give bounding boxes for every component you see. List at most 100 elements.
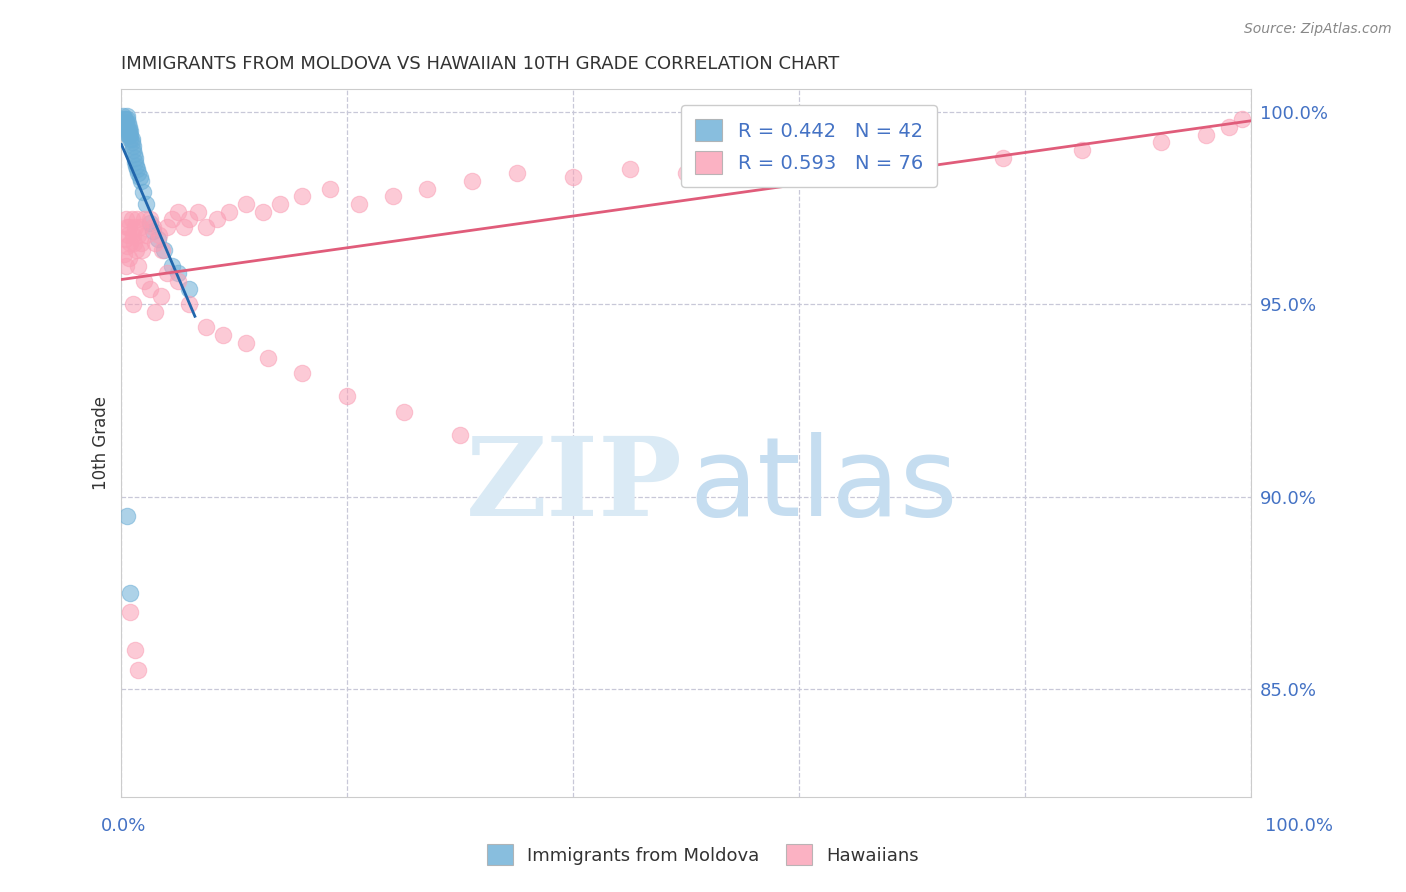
Point xyxy=(125,244,148,258)
Point xyxy=(111,109,134,123)
Point xyxy=(115,212,138,227)
Point xyxy=(120,131,142,145)
Point xyxy=(114,112,136,127)
Point xyxy=(121,136,143,150)
Point xyxy=(252,204,274,219)
Point xyxy=(117,227,139,242)
Point xyxy=(115,112,138,127)
Point xyxy=(127,162,149,177)
Point xyxy=(117,124,139,138)
Point xyxy=(212,327,235,342)
Point xyxy=(619,162,641,177)
Point xyxy=(112,116,135,130)
Point xyxy=(112,112,135,127)
Point xyxy=(118,251,141,265)
Point xyxy=(162,259,184,273)
Point xyxy=(195,320,218,334)
Point xyxy=(901,159,924,173)
Point xyxy=(392,405,415,419)
Point xyxy=(124,151,146,165)
Point xyxy=(121,143,143,157)
Point xyxy=(115,120,138,134)
Point xyxy=(143,305,166,319)
Point xyxy=(115,259,138,273)
Point xyxy=(121,297,143,311)
Point xyxy=(179,282,201,296)
Point xyxy=(167,266,190,280)
Point xyxy=(506,166,529,180)
Text: ZIP: ZIP xyxy=(467,432,683,539)
Point xyxy=(124,643,146,657)
Point xyxy=(1218,120,1240,134)
Point xyxy=(118,220,141,235)
Point xyxy=(415,181,437,195)
Point xyxy=(257,351,280,365)
Point xyxy=(129,174,152,188)
Point xyxy=(131,244,153,258)
Point xyxy=(195,220,218,235)
Point xyxy=(143,235,166,250)
Y-axis label: 10th Grade: 10th Grade xyxy=(93,396,110,490)
Point xyxy=(235,335,257,350)
Point xyxy=(127,212,149,227)
Point xyxy=(132,274,155,288)
Point xyxy=(1150,136,1173,150)
Point xyxy=(128,220,150,235)
Point xyxy=(120,124,142,138)
Point xyxy=(115,120,138,134)
Point xyxy=(146,232,169,246)
Point xyxy=(336,389,359,403)
Text: IMMIGRANTS FROM MOLDOVA VS HAWAIIAN 10TH GRADE CORRELATION CHART: IMMIGRANTS FROM MOLDOVA VS HAWAIIAN 10TH… xyxy=(121,55,839,73)
Point xyxy=(117,116,139,130)
Text: 0.0%: 0.0% xyxy=(101,817,146,835)
Point xyxy=(132,212,155,227)
Point xyxy=(127,259,149,273)
Point xyxy=(150,289,173,303)
Point xyxy=(207,212,229,227)
Point xyxy=(121,139,143,153)
Text: 100.0%: 100.0% xyxy=(1265,817,1333,835)
Point xyxy=(115,116,138,130)
Legend: Immigrants from Moldova, Hawaiians: Immigrants from Moldova, Hawaiians xyxy=(479,837,927,872)
Point xyxy=(218,204,240,219)
Point xyxy=(127,227,149,242)
Point xyxy=(562,170,585,185)
Point xyxy=(187,204,209,219)
Point xyxy=(138,282,160,296)
Point xyxy=(127,663,149,677)
Point xyxy=(235,197,257,211)
Point xyxy=(124,154,146,169)
Point xyxy=(122,235,145,250)
Point xyxy=(150,244,173,258)
Point xyxy=(132,186,155,200)
Point xyxy=(115,220,138,235)
Point xyxy=(129,235,152,250)
Point xyxy=(125,159,148,173)
Point xyxy=(121,131,143,145)
Point xyxy=(142,220,165,235)
Point xyxy=(319,181,342,195)
Point xyxy=(148,227,170,242)
Point xyxy=(167,274,190,288)
Point xyxy=(135,227,157,242)
Point xyxy=(675,166,697,180)
Point xyxy=(115,508,138,523)
Point xyxy=(118,128,141,142)
Point xyxy=(449,428,471,442)
Point xyxy=(112,247,135,261)
Point xyxy=(291,189,314,203)
Point xyxy=(162,212,184,227)
Point xyxy=(120,605,142,619)
Point xyxy=(135,197,157,211)
Point xyxy=(120,128,142,142)
Point xyxy=(179,297,201,311)
Legend: R = 0.442   N = 42, R = 0.593   N = 76: R = 0.442 N = 42, R = 0.593 N = 76 xyxy=(682,105,936,187)
Text: Source: ZipAtlas.com: Source: ZipAtlas.com xyxy=(1244,22,1392,37)
Point xyxy=(461,174,484,188)
Point xyxy=(991,151,1014,165)
Point xyxy=(128,170,150,185)
Point xyxy=(118,124,141,138)
Point xyxy=(120,586,142,600)
Point xyxy=(156,266,179,280)
Point xyxy=(124,220,146,235)
